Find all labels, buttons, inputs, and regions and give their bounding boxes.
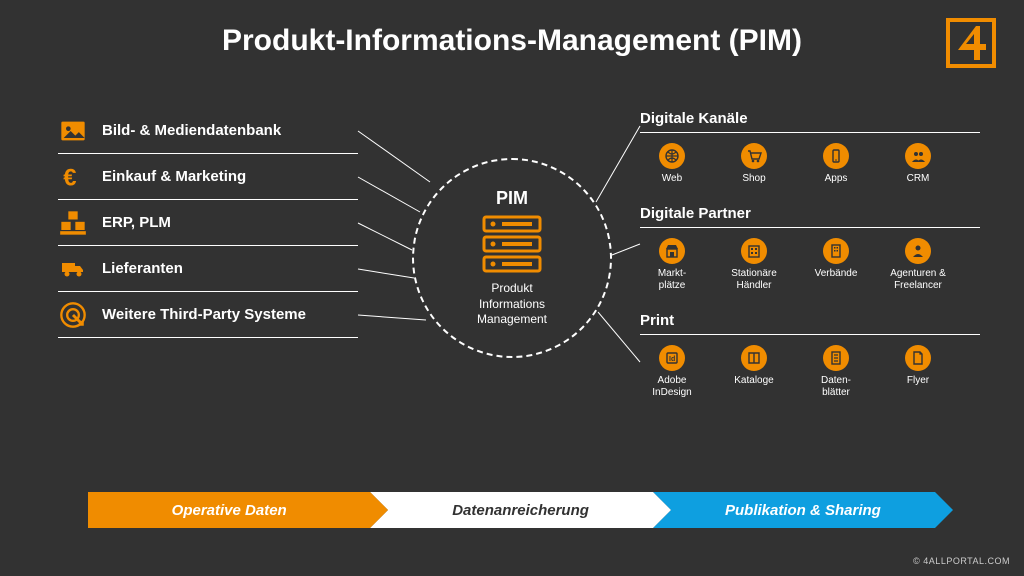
output-item: Markt-plätze bbox=[640, 238, 704, 292]
output-group: Digitale Partner Markt-plätze StationäreHä… bbox=[640, 205, 980, 292]
page-title: Produkt-Informations-Management (PIM) bbox=[0, 24, 1024, 58]
process-segment: Operative Daten bbox=[88, 492, 370, 528]
output-item-label: Markt-plätze bbox=[658, 268, 686, 292]
boxes-icon bbox=[58, 208, 88, 238]
input-label: Einkauf & Marketing bbox=[102, 168, 246, 185]
output-item-label: CRM bbox=[907, 173, 930, 185]
svg-text:€: € bbox=[63, 164, 76, 189]
process-segment: Publikation & Sharing bbox=[653, 492, 935, 528]
input-item: Weitere Third-Party Systeme bbox=[58, 292, 358, 338]
building-icon bbox=[741, 238, 767, 264]
copyright-text: © 4ALLPORTAL.COM bbox=[913, 556, 1010, 566]
output-item-label: Web bbox=[662, 173, 682, 185]
output-group-heading: Digitale Kanäle bbox=[640, 110, 980, 133]
euro-icon: € bbox=[58, 162, 88, 192]
server-icon bbox=[480, 215, 544, 273]
output-row: Web Shop Apps CRM bbox=[640, 143, 980, 185]
output-item-label: Agenturen &Freelancer bbox=[890, 268, 946, 292]
output-row: Id AdobeInDesign Kataloge Daten-blätter Flye… bbox=[640, 345, 980, 399]
output-item-label: StationäreHändler bbox=[731, 268, 777, 292]
output-channels-column: Digitale Kanäle Web Shop Apps CRM Digitale Pa… bbox=[640, 110, 980, 419]
input-label: ERP, PLM bbox=[102, 214, 171, 231]
pim-hub: PIM Produkt Informations Management bbox=[412, 158, 612, 358]
input-item: € Einkauf & Marketing bbox=[58, 154, 358, 200]
input-sources-column: Bild- & Mediendatenbank € Einkauf & Mark… bbox=[58, 108, 358, 338]
cart-icon bbox=[741, 143, 767, 169]
output-item: Kataloge bbox=[722, 345, 786, 399]
people-icon bbox=[905, 143, 931, 169]
pim-subtitle: Produkt Informations Management bbox=[477, 281, 547, 328]
store-icon bbox=[659, 238, 685, 264]
truck-icon bbox=[58, 254, 88, 284]
output-item: Flyer bbox=[886, 345, 950, 399]
output-group-heading: Print bbox=[640, 312, 980, 335]
output-item-label: Flyer bbox=[907, 375, 929, 387]
output-row: Markt-plätze StationäreHändler Verbände Age… bbox=[640, 238, 980, 292]
output-item: Shop bbox=[722, 143, 786, 185]
input-label: Lieferanten bbox=[102, 260, 183, 277]
process-segment-label: Publikation & Sharing bbox=[707, 502, 881, 519]
output-group: Digitale Kanäle Web Shop Apps CRM bbox=[640, 110, 980, 185]
output-item: Agenturen &Freelancer bbox=[886, 238, 950, 292]
process-segment: Datenanreicherung bbox=[370, 492, 652, 528]
org-icon bbox=[823, 238, 849, 264]
phone-icon bbox=[823, 143, 849, 169]
output-item: Apps bbox=[804, 143, 868, 185]
output-group-heading: Digitale Partner bbox=[640, 205, 980, 228]
output-item-label: Apps bbox=[825, 173, 848, 185]
output-item: Verbände bbox=[804, 238, 868, 292]
output-item-label: Kataloge bbox=[734, 375, 773, 387]
process-arrow-bar: Operative Daten Datenanreicherung Publikat… bbox=[88, 492, 936, 528]
output-item: StationäreHändler bbox=[722, 238, 786, 292]
input-item: Bild- & Mediendatenbank bbox=[58, 108, 358, 154]
input-label: Weitere Third-Party Systeme bbox=[102, 306, 306, 323]
pim-circle: PIM Produkt Informations Management bbox=[412, 158, 612, 358]
image-icon bbox=[58, 116, 88, 146]
globe-icon bbox=[659, 143, 685, 169]
logo-4-icon bbox=[946, 18, 996, 68]
target-icon bbox=[58, 300, 88, 330]
input-label: Bild- & Mediendatenbank bbox=[102, 122, 281, 139]
output-item-label: AdobeInDesign bbox=[652, 375, 691, 399]
process-segment-label: Datenanreicherung bbox=[434, 502, 589, 519]
output-item: Daten-blätter bbox=[804, 345, 868, 399]
output-item: Web bbox=[640, 143, 704, 185]
output-item-label: Daten-blätter bbox=[821, 375, 851, 399]
process-segment-label: Operative Daten bbox=[172, 502, 287, 519]
sheet-icon bbox=[823, 345, 849, 371]
output-item: CRM bbox=[886, 143, 950, 185]
flyer-icon bbox=[905, 345, 931, 371]
output-group: Print Id AdobeInDesign Kataloge Daten-blätte… bbox=[640, 312, 980, 399]
book-icon bbox=[741, 345, 767, 371]
freelance-icon bbox=[905, 238, 931, 264]
indesign-icon: Id bbox=[659, 345, 685, 371]
output-item-label: Verbände bbox=[815, 268, 858, 280]
output-item: Id AdobeInDesign bbox=[640, 345, 704, 399]
output-item-label: Shop bbox=[742, 173, 765, 185]
input-item: ERP, PLM bbox=[58, 200, 358, 246]
input-item: Lieferanten bbox=[58, 246, 358, 292]
brand-logo bbox=[946, 18, 996, 68]
svg-text:Id: Id bbox=[669, 356, 675, 363]
pim-heading: PIM bbox=[496, 188, 528, 209]
